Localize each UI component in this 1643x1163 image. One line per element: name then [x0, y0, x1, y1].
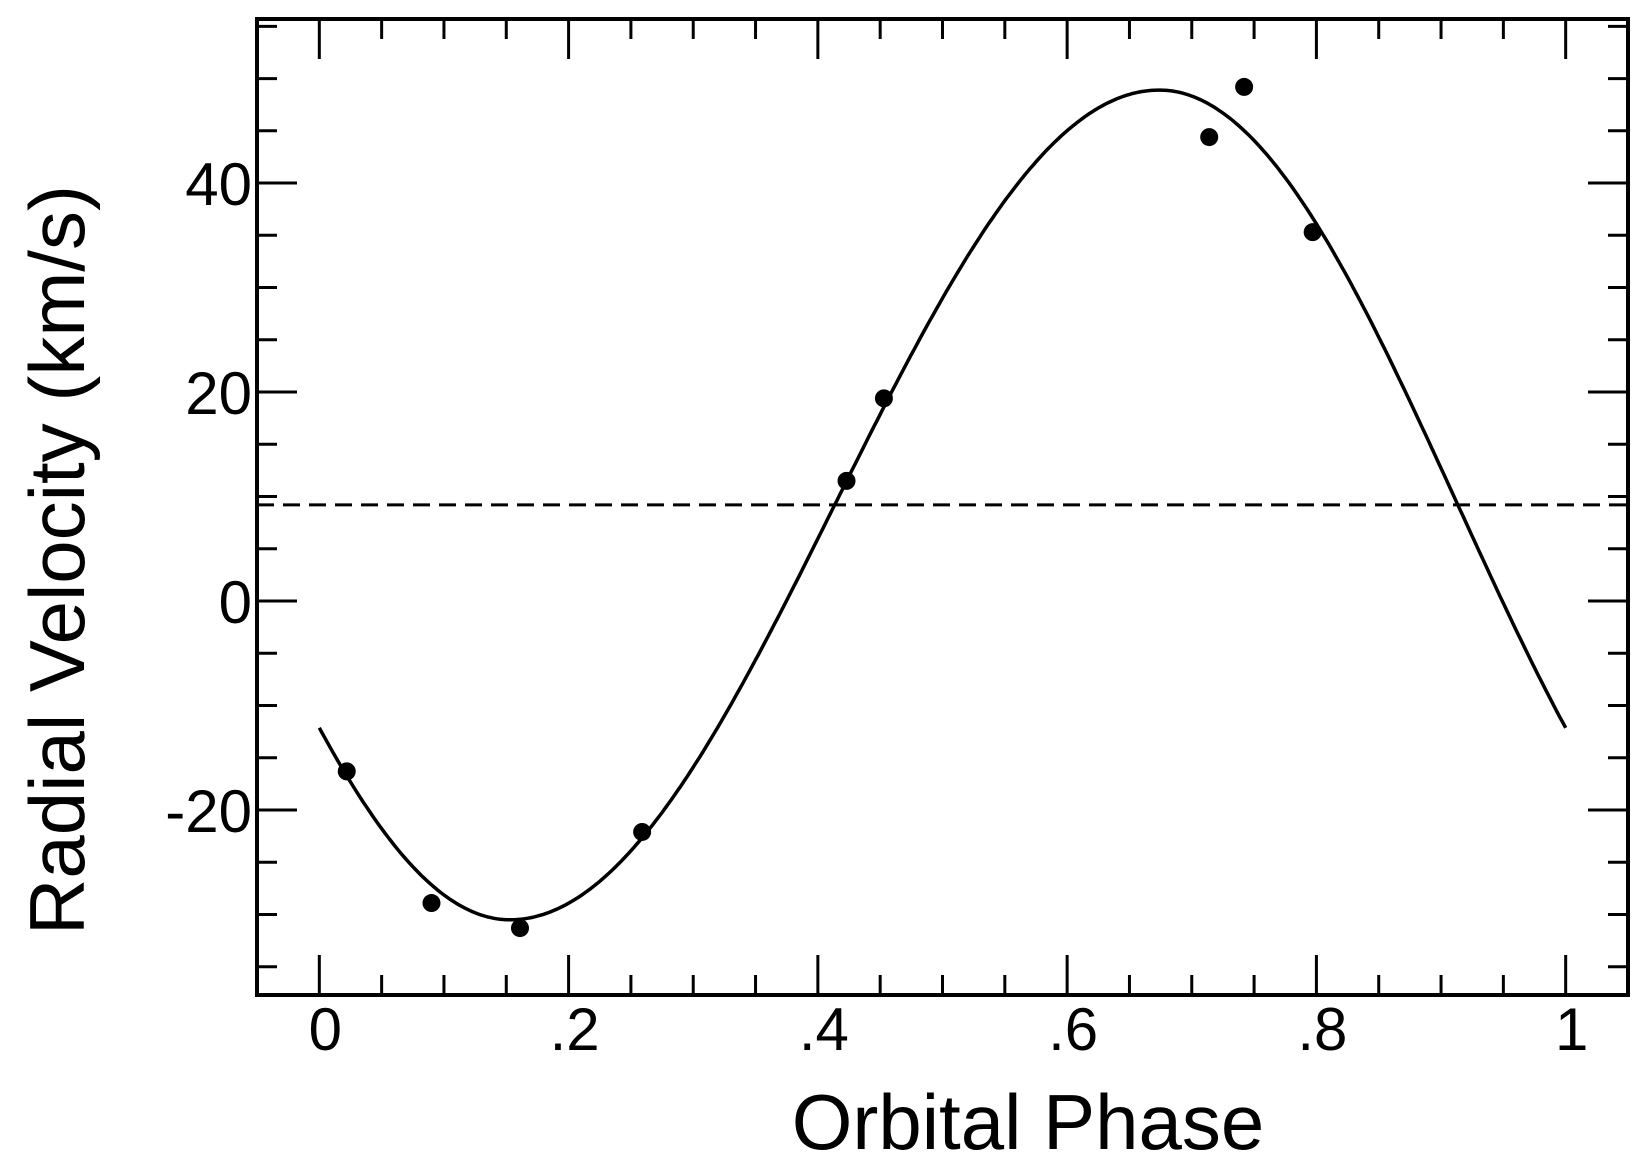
data-point: [1235, 77, 1254, 96]
data-point: [510, 919, 529, 938]
y-tick-label: 40: [185, 151, 252, 218]
plot-frame: [255, 17, 1630, 997]
x-tick-label: .8: [1297, 996, 1347, 1063]
x-axis-title: Orbital Phase: [792, 1078, 1265, 1163]
data-point: [337, 762, 356, 781]
data-point: [1200, 128, 1219, 147]
tick-labels: 0 .2 .4 .6 .8 1 -20 0 20 40: [165, 151, 1588, 1063]
data-point: [633, 822, 652, 841]
axis-ticks: [255, 19, 1630, 995]
data-point: [874, 389, 893, 408]
data-point: [837, 471, 856, 490]
data-points: [337, 77, 1322, 938]
data-point: [1303, 223, 1322, 242]
y-tick-label: -20: [165, 778, 252, 845]
x-tick-label: 0: [309, 996, 342, 1063]
x-tick-label: .6: [1048, 996, 1098, 1063]
y-axis-title: Radial Velocity (km/s): [13, 185, 101, 935]
x-tick-label: .2: [550, 996, 600, 1063]
x-tick-label: 1: [1555, 996, 1588, 1063]
y-tick-label: 0: [219, 569, 252, 636]
x-tick-label: .4: [799, 996, 849, 1063]
data-point: [422, 894, 441, 913]
orbital-fit-curve: [317, 88, 1568, 922]
y-tick-label: 20: [185, 360, 252, 427]
